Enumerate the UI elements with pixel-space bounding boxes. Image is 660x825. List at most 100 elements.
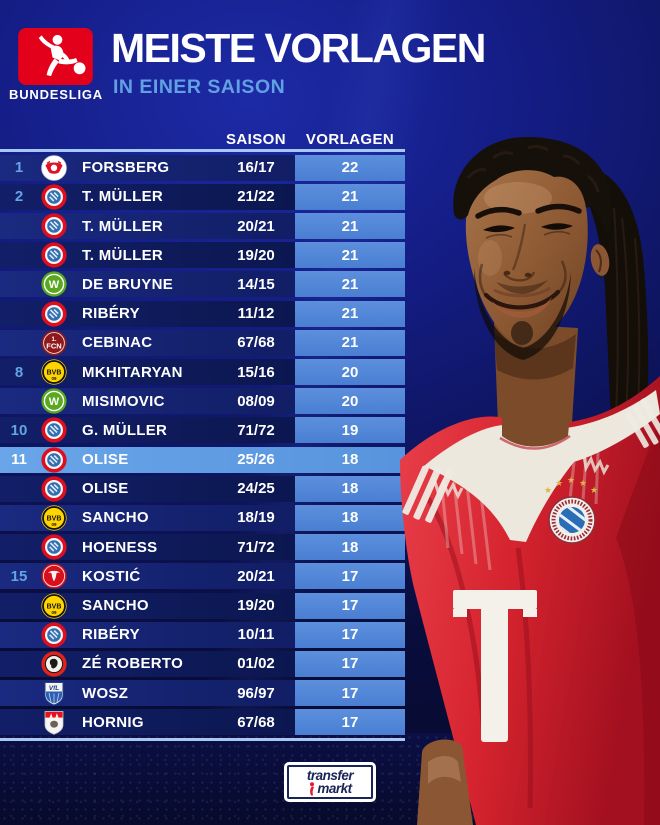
page-subtitle: IN EINER SAISON [113, 76, 286, 98]
table-bottom-divider [0, 738, 405, 741]
assists-value: 17 [295, 680, 405, 707]
assists-value: 17 [295, 563, 405, 590]
transfermarkt-wordmark-bottom: markt [317, 781, 352, 796]
club-badge-bayern [41, 446, 67, 473]
table-row: HORNIG 67/68 17 [0, 709, 405, 736]
club-badge-bayern [41, 417, 67, 443]
rank: 10 [10, 421, 28, 439]
assists-value: 17 [295, 650, 405, 677]
svg-text:★: ★ [544, 485, 552, 495]
club-badge-frankfurt [41, 563, 67, 589]
table-row: 8 BVB 09 MKHITARYAN 15/16 20 [0, 359, 405, 385]
assists-value: 18 [295, 475, 405, 502]
assists-value: 21 [295, 271, 405, 298]
rank: 8 [14, 363, 24, 381]
transfermarkt-wordmark-top: transfer [306, 767, 354, 783]
assists-value: 21 [295, 242, 405, 269]
player-name: RIBÉRY [82, 305, 140, 323]
club-badge-wolfsburg: W [41, 388, 67, 414]
svg-text:09: 09 [51, 522, 57, 527]
player-photo: ★★ ★ ★★ [400, 136, 660, 825]
season: 67/68 [237, 713, 275, 731]
season: 19/20 [237, 597, 275, 614]
assists-value: 18 [295, 534, 405, 561]
season: 01/02 [237, 655, 275, 673]
player-name: MKHITARYAN [82, 363, 183, 381]
table-row: 11 OLISE 25/26 18 [0, 446, 405, 473]
assists-value: 17 [295, 592, 405, 619]
svg-text:09: 09 [51, 376, 57, 381]
player-name: CEBINAC [82, 334, 153, 352]
column-header-saison: SAISON [226, 130, 286, 148]
club-badge-bayern [41, 184, 67, 210]
player-name: WOSZ [82, 684, 129, 702]
club-badge-bayern [41, 242, 67, 268]
assists-value: 21 [295, 183, 405, 210]
rank: 2 [14, 188, 24, 206]
club-badge-bayern [41, 534, 67, 560]
ranking-table-body: 1 FORSBERG 16/17 22 2 T. MÜLLER 21/22 21… [0, 154, 405, 736]
svg-text:09: 09 [51, 610, 57, 615]
player-name: OLISE [82, 480, 129, 498]
player-name: HOENESS [82, 538, 158, 556]
season: 20/21 [237, 567, 275, 585]
bundesliga-kicker-icon [18, 28, 93, 85]
bundesliga-logo [18, 28, 93, 85]
club-badge-bayern [41, 301, 67, 327]
club-badge-leverkusen [41, 651, 67, 677]
assists-value: 20 [295, 359, 405, 385]
assists-value: 20 [295, 388, 405, 415]
club-badge-dortmund: BVB 09 [41, 359, 67, 385]
transfermarkt-player-icon [310, 781, 315, 795]
player-name: RIBÉRY [82, 626, 140, 644]
table-row: RIBÉRY 11/12 21 [0, 300, 405, 327]
column-header-vorlagen: VORLAGEN [305, 130, 395, 148]
season: 10/11 [237, 626, 275, 644]
season: 96/97 [237, 684, 275, 702]
season: 25/26 [237, 451, 275, 469]
table-row: 10 G. MÜLLER 71/72 19 [0, 417, 405, 444]
svg-text:VfL: VfL [49, 685, 60, 692]
transfermarkt-logo: transfer markt [284, 762, 376, 802]
table-row: 1. FCN CEBINAC 67/68 21 [0, 329, 405, 356]
player-name: ZÉ ROBERTO [82, 655, 184, 673]
player-name: DE BRUYNE [82, 275, 174, 293]
svg-text:1.: 1. [51, 337, 56, 343]
club-badge-nuernberg: 1. FCN [41, 330, 67, 356]
player-name: OLISE [82, 451, 129, 469]
bundesliga-wordmark: BUNDESLIGA [9, 87, 103, 102]
season: 19/20 [237, 246, 275, 264]
table-row: HOENESS 71/72 18 [0, 534, 405, 561]
assists-value: 22 [295, 154, 405, 181]
player-name: SANCHO [82, 597, 149, 614]
club-badge-leipzig [41, 154, 67, 181]
table-row: W DE BRUYNE 14/15 21 [0, 271, 405, 298]
club-badge-bayern [41, 213, 67, 239]
table-top-divider [0, 149, 405, 152]
player-name: T. MÜLLER [82, 188, 164, 206]
svg-text:★: ★ [590, 485, 598, 495]
assists-value: 21 [295, 300, 405, 327]
page-title: MEISTE VORLAGEN [111, 25, 486, 71]
season: 16/17 [237, 159, 275, 177]
season: 11/12 [237, 305, 275, 323]
svg-text:BVB: BVB [47, 370, 62, 377]
table-row: T. MÜLLER 19/20 21 [0, 242, 405, 269]
club-badge-koeln [41, 709, 67, 735]
club-badge-bochum: VfL [41, 680, 67, 706]
player-name: T. MÜLLER [82, 217, 164, 235]
season: 08/09 [237, 392, 275, 410]
club-badge-bayern [41, 476, 67, 502]
svg-text:★: ★ [555, 478, 563, 488]
player-name: FORSBERG [82, 159, 170, 177]
club-badge-wolfsburg: W [41, 271, 67, 298]
table-row: OLISE 24/25 18 [0, 475, 405, 502]
rank: 11 [11, 451, 27, 469]
table-header-row: SAISON VORLAGEN [0, 130, 405, 148]
table-row: ZÉ ROBERTO 01/02 17 [0, 650, 405, 677]
ranking-table: SAISON VORLAGEN 1 FORSBERG 16/17 22 2 T.… [0, 131, 405, 741]
season: 18/19 [237, 509, 275, 527]
season: 24/25 [237, 480, 275, 498]
svg-text:★: ★ [579, 478, 587, 488]
season: 71/72 [237, 538, 275, 556]
